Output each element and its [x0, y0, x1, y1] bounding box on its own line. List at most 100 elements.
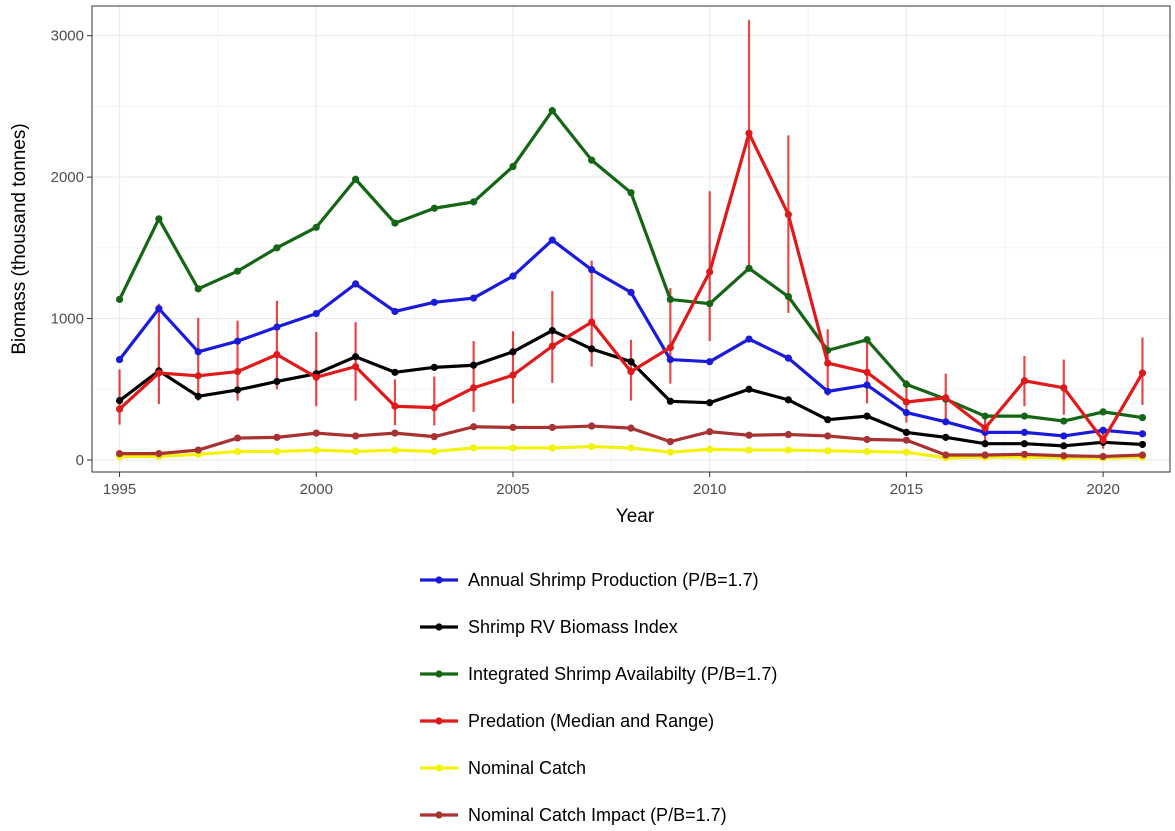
data-point — [509, 423, 517, 432]
data-point — [784, 396, 792, 404]
data-point — [391, 307, 399, 316]
data-point — [430, 433, 438, 441]
data-point — [902, 380, 911, 388]
data-point — [981, 424, 989, 432]
data-point — [784, 430, 792, 439]
data-point — [1099, 452, 1107, 461]
data-point — [1099, 436, 1107, 444]
data-point — [863, 336, 871, 344]
data-point — [391, 402, 399, 410]
legend-item: Predation (Median and Range) — [420, 711, 714, 731]
data-point — [588, 266, 596, 274]
data-point — [351, 432, 360, 440]
data-point — [588, 345, 596, 353]
data-point — [115, 405, 124, 413]
data-point — [902, 436, 911, 444]
data-point — [548, 326, 556, 335]
data-point — [981, 440, 989, 448]
legend-item: Integrated Shrimp Availabilty (P/B=1.7) — [420, 664, 777, 684]
data-point — [745, 446, 753, 454]
data-point — [706, 300, 714, 308]
data-point — [824, 359, 832, 367]
legend-label: Shrimp RV Biomass Index — [468, 617, 678, 637]
data-point — [1138, 413, 1147, 422]
data-point — [981, 412, 989, 420]
data-point — [588, 318, 596, 326]
data-point — [745, 264, 753, 272]
data-point — [1060, 442, 1068, 450]
legend-label: Nominal Catch Impact (P/B=1.7) — [468, 805, 727, 825]
data-point — [470, 444, 478, 452]
data-point — [627, 358, 635, 366]
data-point — [233, 386, 242, 394]
legend-key-point — [435, 670, 443, 678]
data-point — [1138, 440, 1147, 449]
data-point — [391, 429, 399, 437]
data-point — [627, 424, 635, 432]
data-point — [312, 373, 320, 381]
data-point — [155, 450, 163, 458]
data-point — [509, 371, 517, 379]
data-point — [706, 428, 714, 436]
data-point — [942, 418, 950, 426]
data-point — [194, 446, 202, 454]
data-point — [233, 367, 242, 376]
legend-label: Nominal Catch — [468, 758, 586, 778]
data-point — [1060, 452, 1068, 460]
data-point — [706, 445, 714, 453]
data-point — [588, 156, 596, 164]
axis-ticks: 1995 2000 2005 2010 2015 2020 0 1000 2000 3000 — [51, 28, 1120, 498]
x-axis-title: Year — [616, 506, 655, 527]
data-point — [588, 422, 596, 430]
data-point — [470, 294, 478, 302]
data-point — [824, 416, 832, 424]
data-point — [627, 189, 635, 197]
data-point — [351, 363, 360, 371]
data-point — [391, 446, 399, 454]
series-annual-shrimp-production-p-b-1-7 — [115, 236, 1147, 440]
y-axis-title: Biomass (thousand tonnes) — [9, 123, 30, 354]
data-point — [1138, 369, 1147, 377]
series-nominal-catch — [115, 442, 1147, 462]
data-point — [273, 447, 281, 456]
data-point — [666, 397, 674, 405]
data-point — [706, 268, 714, 276]
data-point — [1060, 384, 1068, 392]
data-point — [902, 398, 911, 406]
data-point — [745, 385, 753, 393]
x-tick-label: 2020 — [1086, 481, 1119, 498]
data-point — [233, 447, 242, 456]
y-tick-label: 2000 — [51, 169, 84, 186]
data-point — [706, 399, 714, 407]
legend-key-point — [435, 764, 443, 772]
data-point — [863, 412, 871, 420]
series-nominal-catch-impact-p-b-1-7 — [115, 422, 1147, 461]
data-point — [588, 442, 596, 451]
legend-item: Shrimp RV Biomass Index — [420, 617, 678, 637]
data-point — [351, 175, 360, 183]
data-point — [351, 353, 360, 361]
data-point — [824, 432, 832, 440]
series-shrimp-rv-biomass-index — [115, 326, 1147, 450]
data-point — [233, 267, 242, 275]
data-point — [351, 280, 360, 288]
data-point — [627, 367, 635, 376]
data-point — [391, 219, 399, 227]
data-point — [784, 293, 792, 301]
data-point — [430, 298, 438, 306]
y-tick-label: 3000 — [51, 28, 84, 45]
data-point — [863, 435, 871, 444]
data-point — [942, 394, 950, 402]
data-point — [233, 337, 242, 345]
data-point — [666, 355, 674, 364]
data-point — [902, 428, 911, 437]
legend: Annual Shrimp Production (P/B=1.7) Shrimp… — [420, 570, 777, 825]
data-point — [273, 323, 281, 331]
data-point — [430, 404, 438, 412]
data-point — [1020, 440, 1029, 448]
data-point — [194, 392, 202, 400]
data-point — [1138, 430, 1147, 438]
data-point — [155, 369, 163, 377]
x-tick-label: 2005 — [496, 481, 529, 498]
